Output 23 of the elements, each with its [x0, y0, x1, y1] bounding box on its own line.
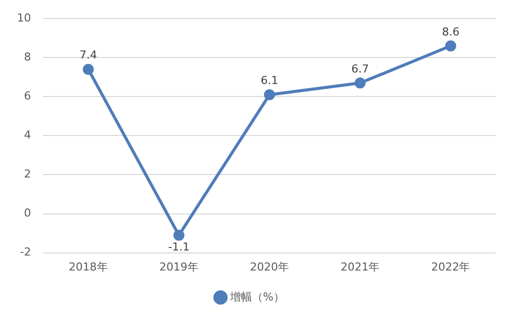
y-tick-label: 2: [24, 168, 31, 181]
legend-label: 增幅（%）: [229, 290, 284, 304]
point: [173, 230, 184, 241]
data-label: 7.4: [80, 48, 98, 62]
x-tick-label: 2022年: [431, 260, 470, 274]
data-label: 6.7: [351, 62, 369, 76]
y-tick-label: -2: [20, 246, 31, 259]
point: [354, 78, 366, 89]
point: [82, 64, 94, 75]
data-label: 8.6: [442, 25, 460, 38]
y-tick-label: 8: [24, 50, 31, 64]
x-tick-label: 2020年: [250, 260, 289, 274]
y-tick-label: 0: [24, 206, 31, 220]
point: [264, 89, 275, 100]
y-tick-label: 10: [16, 11, 31, 24]
y-tick-label: 6: [24, 90, 31, 103]
x-tick-label: 2021年: [340, 260, 380, 274]
data-label: -1.1: [168, 240, 190, 254]
x-tick-label: 2018年: [68, 260, 108, 274]
point: [445, 40, 456, 52]
data-label: 6.1: [260, 74, 278, 88]
x-tick-label: 2019年: [159, 260, 198, 274]
y-tick-label: 4: [24, 128, 31, 142]
